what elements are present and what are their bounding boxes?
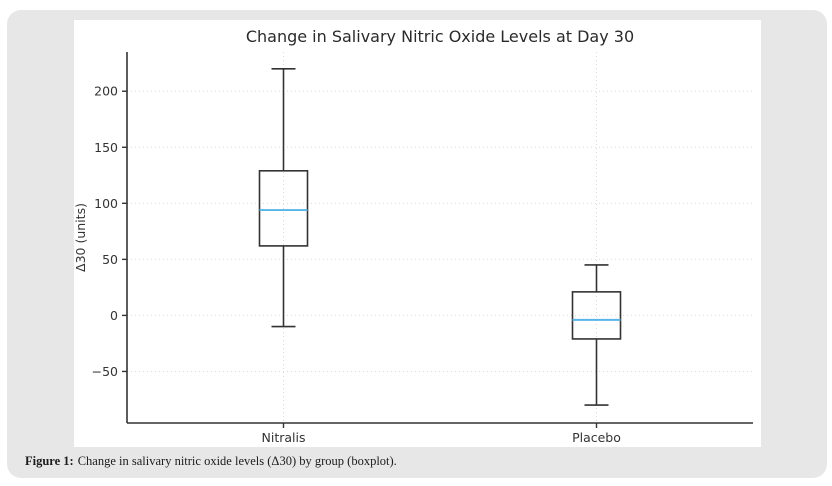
y-tick-label: 0 <box>110 308 118 323</box>
y-tick-label: −50 <box>92 364 118 379</box>
x-category-label: Nitralis <box>262 430 306 445</box>
chart-title: Change in Salivary Nitric Oxide Levels a… <box>246 27 634 46</box>
figure-caption-label: Figure 1: <box>25 454 74 468</box>
box-iqr <box>571 291 622 340</box>
y-tick-label: 100 <box>94 196 118 211</box>
figure-caption: Figure 1: Change in salivary nitric oxide… <box>25 454 397 469</box>
y-tick-label: 150 <box>94 140 118 155</box>
boxplot-chart: 200 150 100 50 0 −50 Nitralis Placebo Change in … <box>73 27 753 445</box>
x-category-label: Placebo <box>572 430 621 445</box>
y-axis-label: Δ30 (units) <box>74 203 88 272</box>
box-iqr <box>258 170 309 247</box>
figure-caption-text: Change in salivary nitric oxide levels (… <box>77 454 397 468</box>
figure-panel: 200 150 100 50 0 −50 Nitralis Placebo Change in … <box>7 10 827 478</box>
chart-card: 200 150 100 50 0 −50 Nitralis Placebo Change in … <box>73 20 761 447</box>
y-tick-label: 50 <box>102 252 118 267</box>
y-tick-label: 200 <box>94 84 118 99</box>
